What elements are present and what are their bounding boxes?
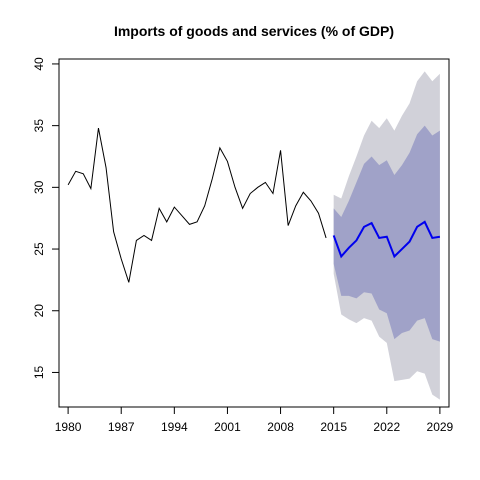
x-tick-label: 1980 bbox=[55, 420, 82, 434]
y-tick-label: 15 bbox=[32, 365, 46, 379]
x-tick-label: 1987 bbox=[108, 420, 135, 434]
forecast-bands bbox=[333, 71, 440, 400]
axes: 1980 1987 1994 2001 2008 2015 2022 2029 15 20 25 30… bbox=[32, 57, 454, 434]
plot-frame bbox=[58, 58, 450, 408]
history-line bbox=[67, 128, 327, 283]
x-tick-label: 1994 bbox=[161, 420, 188, 434]
x-tick-label: 2029 bbox=[427, 420, 454, 434]
x-tick-label: 2015 bbox=[320, 420, 347, 434]
band-80 bbox=[333, 125, 440, 342]
series-lines bbox=[67, 128, 441, 283]
chart-title: Imports of goods and services (% of GDP) bbox=[114, 23, 394, 39]
x-tick-label: 2022 bbox=[373, 420, 400, 434]
x-tick-label: 2001 bbox=[214, 420, 241, 434]
forecast-line bbox=[332, 220, 441, 259]
y-tick-label: 20 bbox=[32, 304, 46, 318]
y-tick-label: 35 bbox=[32, 119, 46, 133]
y-tick-label: 30 bbox=[32, 180, 46, 194]
y-tick-label: 25 bbox=[32, 242, 46, 256]
y-tick-label: 40 bbox=[32, 57, 46, 71]
x-tick-label: 2008 bbox=[267, 420, 294, 434]
